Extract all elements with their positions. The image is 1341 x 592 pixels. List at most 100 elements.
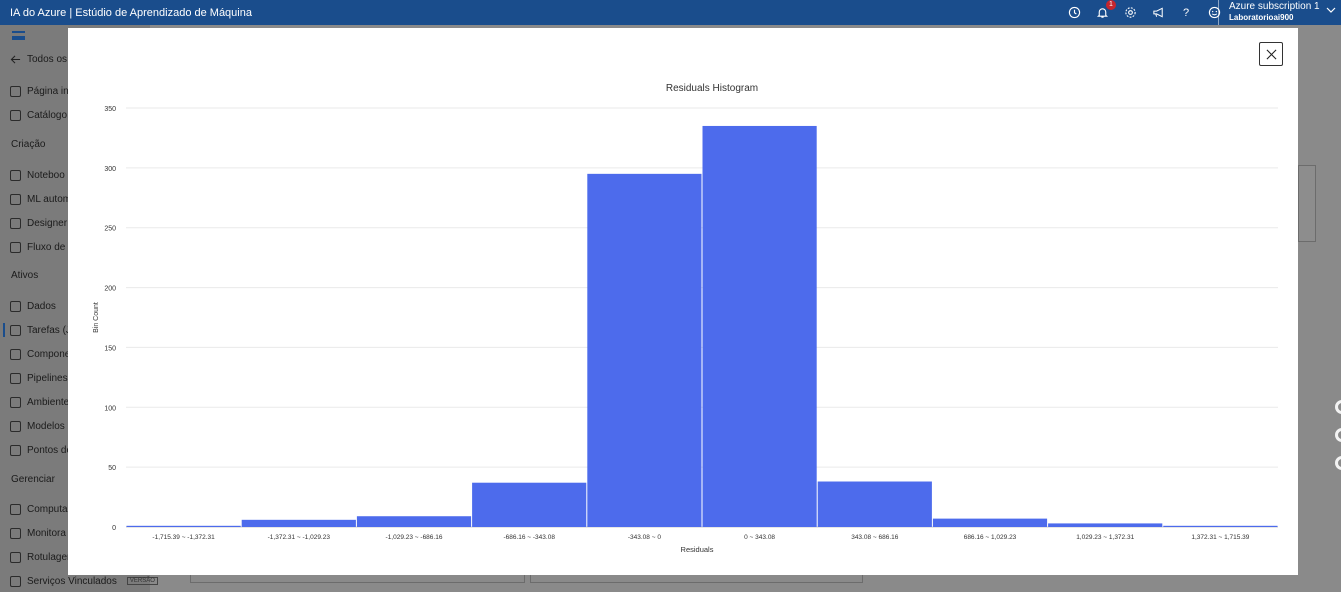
notification-count-badge: 1 (1106, 0, 1116, 10)
histogram-bar (1048, 523, 1163, 527)
y-tick-label: 300 (104, 166, 116, 173)
feedback-smiley-icon[interactable] (1207, 6, 1221, 20)
histogram-bar (472, 482, 587, 527)
labeling-icon (10, 551, 21, 563)
sidebar-item-label: Monitora (27, 527, 66, 539)
designer-icon (10, 217, 21, 229)
sidebar-item-automl[interactable]: ML autom (10, 191, 71, 207)
jobs-icon (10, 324, 21, 336)
histogram-bar (932, 518, 1048, 527)
sidebar-item-label: Noteboo (27, 169, 65, 181)
home-icon (10, 85, 21, 97)
history-icon[interactable] (1067, 6, 1081, 20)
sidebar-item-pipelines[interactable]: Pipelines (10, 370, 68, 386)
sidebar-item-notebook[interactable]: Noteboo (10, 167, 65, 183)
arrow-left-icon (10, 54, 21, 64)
subscription-selector[interactable]: Azure subscription 1 Laboratorioai900 (1218, 0, 1320, 25)
x-tick-label: -1,715.39 ~ -1,372.31 (152, 534, 215, 541)
y-tick-label: 150 (104, 345, 116, 352)
preview-tag: VERSÃO (126, 577, 158, 585)
sidebar-item-label: Ambiente (27, 396, 70, 408)
sidebar-item-label: Pontos de (27, 444, 73, 456)
sidebar-item-linked-services[interactable]: Serviços Vinculados VERSÃO (10, 573, 158, 589)
sidebar-item-labeling[interactable]: Rotulager (10, 549, 70, 565)
sidebar-item-components[interactable]: Compone (10, 346, 70, 362)
sidebar-item-label: Modelos (27, 420, 65, 432)
x-tick-label: 686.16 ~ 1,029.23 (964, 534, 1017, 541)
x-tick-label: -343.08 ~ 0 (628, 534, 661, 541)
prompt-flow-icon (10, 241, 21, 253)
chart-dialog: Residuals Histogram 0 50 100 150 200 250 300 350… (68, 28, 1298, 575)
sidebar-item-prompt-flow[interactable]: Fluxo de p (10, 239, 74, 255)
endpoints-icon (10, 444, 21, 456)
sidebar-item-label: ML autom (27, 193, 72, 205)
x-tick-label: -1,029.23 ~ -686.16 (386, 534, 443, 541)
chevron-down-icon[interactable] (1326, 5, 1336, 18)
x-tick-label: 1,029.23 ~ 1,372.31 (1076, 534, 1134, 541)
histogram-bar (356, 516, 472, 527)
background-input (530, 575, 863, 583)
sidebar-item-label: Designer (27, 217, 68, 229)
components-icon (10, 348, 21, 360)
section-assets: Ativos (11, 270, 39, 281)
back-label: Todos os (27, 53, 68, 65)
background-circle-icon (1335, 456, 1341, 470)
background-circle-icon (1335, 400, 1341, 414)
data-icon (10, 300, 21, 312)
sidebar-item-label: Serviços Vinculados (27, 575, 117, 587)
close-button[interactable] (1259, 42, 1283, 66)
notebook-icon (10, 169, 21, 181)
catalog-icon (10, 109, 21, 121)
linked-services-icon (10, 575, 21, 587)
hamburger-menu-icon[interactable] (12, 31, 25, 40)
monitoring-icon (10, 527, 21, 539)
sidebar-item-models[interactable]: Modelos (10, 418, 65, 434)
sidebar-item-label: Catálogo (27, 109, 68, 121)
top-bar-icons: 1 ? (1067, 0, 1221, 25)
sidebar-item-monitoring[interactable]: Monitora (10, 525, 66, 541)
sidebar-item-label: Pipelines (27, 372, 68, 384)
sidebar-item-label: Dados (27, 300, 56, 312)
x-tick-label: 1,372.31 ~ 1,715.39 (1191, 534, 1249, 541)
top-bar: IA do Azure | Estúdio de Aprendizado de … (0, 0, 1341, 25)
sidebar-item-label: Página ini (27, 85, 71, 97)
histogram-bar (1163, 525, 1278, 527)
notifications-icon[interactable]: 1 (1095, 0, 1116, 20)
compute-icon (10, 503, 21, 515)
sidebar-item-designer[interactable]: Designer (10, 215, 67, 231)
automl-icon (10, 193, 21, 205)
sidebar-item-home[interactable]: Página ini (10, 83, 71, 99)
histogram-bar (241, 519, 356, 527)
x-tick-label: 343.08 ~ 686.16 (851, 534, 899, 541)
x-tick-label: 0 ~ 343.08 (744, 534, 775, 541)
section-creation: Criação (11, 139, 46, 150)
help-question-icon[interactable]: ? (1182, 6, 1190, 19)
models-icon (10, 420, 21, 432)
announcements-megaphone-icon[interactable] (1151, 6, 1165, 20)
histogram-bar (817, 481, 932, 527)
sidebar-item-label: Fluxo de p (27, 241, 74, 253)
x-tick-label: -686.16 ~ -343.08 (503, 534, 555, 541)
y-tick-label: 50 (108, 465, 116, 472)
histogram-bar (702, 125, 817, 527)
subscription-name: Azure subscription 1 (1229, 1, 1320, 12)
sidebar-item-compute[interactable]: Computa (10, 501, 68, 517)
background-input (190, 575, 525, 583)
y-tick-label: 350 (104, 106, 116, 113)
sidebar-item-label: Rotulager (27, 551, 71, 563)
background-circle-icon (1335, 428, 1341, 442)
pipelines-icon (10, 372, 21, 384)
background-panel (1298, 165, 1316, 242)
sidebar-item-environments[interactable]: Ambiente (10, 394, 69, 410)
sidebar-item-jobs[interactable]: Tarefas (J (10, 322, 71, 338)
active-nav-indicator (3, 323, 5, 337)
back-to-all-workspaces[interactable]: Todos os (10, 51, 67, 67)
settings-gear-icon[interactable] (1123, 6, 1137, 20)
sidebar-item-catalog[interactable]: Catálogo (10, 107, 67, 123)
app-title[interactable]: IA do Azure | Estúdio de Aprendizado de … (10, 6, 252, 19)
x-axis-label: Residuals (681, 545, 714, 554)
chart-title: Residuals Histogram (666, 83, 758, 94)
sidebar-item-data[interactable]: Dados (10, 298, 56, 314)
y-tick-label: 100 (104, 405, 116, 412)
sidebar-item-endpoints[interactable]: Pontos de (10, 442, 72, 458)
